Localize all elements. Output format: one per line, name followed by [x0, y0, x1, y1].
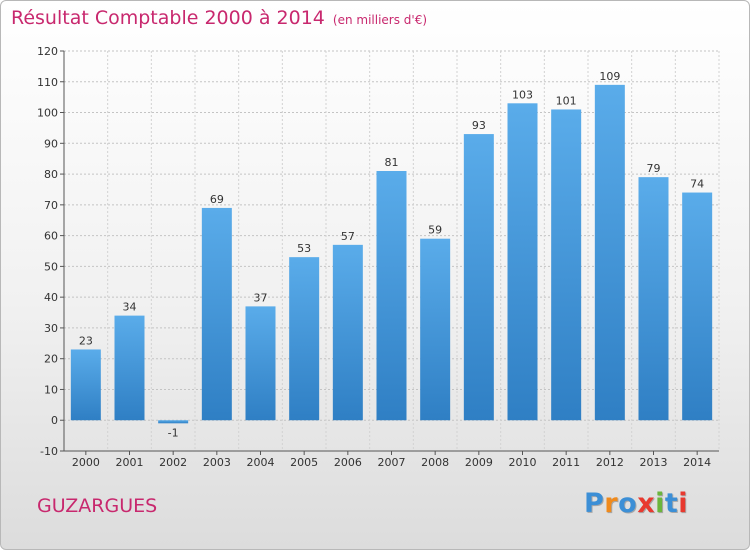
bar: [638, 177, 669, 421]
bar: [245, 306, 276, 421]
y-tick-label: 40: [44, 291, 58, 304]
logo-letter: P: [584, 488, 605, 519]
chart-subtitle: (en milliers d'€): [332, 13, 428, 27]
data-label: 109: [599, 70, 620, 83]
y-tick-label: 100: [37, 107, 58, 120]
x-tick-label: 2011: [552, 456, 580, 469]
bar: [114, 315, 145, 421]
bar: [507, 103, 538, 421]
data-label: 53: [297, 242, 311, 255]
bar: [463, 134, 494, 421]
y-tick-label: 70: [44, 199, 58, 212]
bar: [551, 109, 582, 421]
bar: [420, 238, 451, 421]
x-tick-label: 2005: [290, 456, 318, 469]
data-label: 37: [254, 291, 268, 304]
data-label: 101: [556, 94, 577, 107]
logo-letter: i: [655, 488, 665, 519]
bar: [289, 257, 320, 421]
data-label: 57: [341, 230, 355, 243]
y-tick-label: 30: [44, 322, 58, 335]
logo-letter: i: [678, 488, 689, 519]
chart-title: Résultat Comptable 2000 à 2014 (en millie…: [11, 7, 427, 29]
x-tick-label: 2014: [683, 456, 711, 469]
x-tick-label: 2002: [159, 456, 187, 469]
logo-letter: r: [604, 488, 619, 519]
data-label: 93: [472, 119, 486, 132]
x-tick-label: 2003: [203, 456, 231, 469]
data-label: 74: [690, 178, 704, 191]
y-tick-label: 20: [44, 353, 58, 366]
x-tick-label: 2007: [378, 456, 406, 469]
chart-title-text: Résultat Comptable 2000 à 2014: [11, 7, 325, 29]
logo-letter: x: [637, 488, 656, 519]
y-tick-label: 120: [37, 45, 58, 58]
data-label: 59: [428, 224, 442, 237]
y-tick-label: 50: [44, 260, 58, 273]
x-tick-label: 2008: [421, 456, 449, 469]
axes: -10 0 10 20 30 40 50 60 70 80 90 100 110 120 2000 2001 2…: [37, 45, 719, 469]
y-tick-label: 60: [44, 230, 58, 243]
y-tick-label: -10: [40, 445, 58, 458]
data-label: 79: [647, 162, 661, 175]
bar: [201, 207, 232, 421]
data-label: 103: [512, 88, 533, 101]
proxiti-logo: Proxiti: [584, 488, 688, 519]
x-tick-label: 2013: [640, 456, 668, 469]
bar: [682, 192, 713, 421]
y-tick-label: 90: [44, 137, 58, 150]
x-tick-label: 2001: [116, 456, 144, 469]
y-tick-label: 80: [44, 168, 58, 181]
logo-letter: o: [618, 488, 638, 519]
x-tick-label: 2012: [596, 456, 624, 469]
bar: [594, 84, 625, 421]
data-label: 34: [123, 301, 137, 314]
bar: [376, 171, 407, 421]
labels: 23 34 -1 69 37 53 57 81 59 93 103 101 109 79 74: [79, 70, 704, 439]
commune-name: GUZARGUES: [37, 495, 158, 517]
x-tick-label: 2004: [247, 456, 275, 469]
data-label: 81: [385, 156, 399, 169]
data-label: -1: [168, 426, 179, 439]
bar: [70, 349, 101, 421]
data-label: 69: [210, 193, 224, 206]
x-tick-label: 2010: [509, 456, 537, 469]
bar: [158, 420, 189, 424]
logo-letter: t: [664, 488, 679, 519]
data-label: 23: [79, 334, 93, 347]
x-tick-label: 2009: [465, 456, 493, 469]
y-tick-label: 0: [51, 414, 58, 427]
bars: [70, 84, 713, 424]
bar: [332, 244, 363, 421]
y-tick-label: 110: [37, 76, 58, 89]
x-tick-label: 2006: [334, 456, 362, 469]
y-tick-label: 10: [44, 383, 58, 396]
x-tick-label: 2000: [72, 456, 100, 469]
